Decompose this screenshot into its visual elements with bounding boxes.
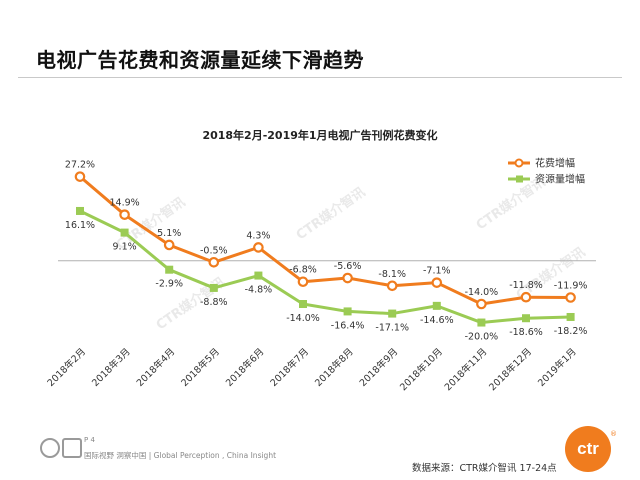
volume-point — [566, 312, 575, 321]
watermark-text: CTR媒介智讯 — [293, 184, 368, 243]
category-tick-label: 2018年5月 — [179, 346, 222, 389]
spend-value-label: -14.0% — [465, 287, 499, 298]
spend-point — [74, 171, 86, 182]
volume-point — [254, 271, 263, 280]
certification-badge-icon — [40, 438, 60, 458]
volume-value-label: 9.1% — [113, 242, 137, 253]
category-tick-label: 2018年7月 — [268, 346, 311, 389]
volume-point — [209, 283, 218, 292]
footer-slogan: 国际视野 洞察中国 | Global Perception , China In… — [84, 451, 277, 460]
volume-point — [432, 301, 441, 310]
volume-point — [76, 206, 84, 215]
series-layer — [74, 171, 576, 327]
spend-point — [565, 292, 576, 303]
volume-point — [388, 309, 397, 318]
spend-series-line — [79, 175, 571, 306]
spend-value-label: 27.2% — [65, 160, 95, 171]
page-number: P 4 — [84, 436, 95, 444]
category-tick-label: 2018年6月 — [223, 346, 266, 389]
spend-value-label: -0.5% — [200, 245, 228, 256]
data-source-note: 数据来源：CTR媒介智讯 17-24点 — [412, 463, 557, 474]
volume-value-label: -18.6% — [509, 327, 543, 338]
certification-badges — [40, 436, 84, 462]
legend-volume-marker — [516, 175, 523, 183]
spend-value-label: -5.6% — [334, 261, 362, 272]
title-divider — [18, 77, 622, 78]
volume-point — [299, 300, 307, 308]
spend-point — [208, 256, 220, 268]
category-axis: 2018年2月 2018年3月 2018年4月 2018年5月 2018年6月 2018年… — [45, 346, 579, 394]
volume-value-label: -4.8% — [245, 285, 273, 296]
slide-title: 电视广告花费和资源量延续下滑趋势 — [36, 48, 364, 72]
spend-value-label: -8.1% — [378, 269, 406, 280]
registered-mark: ® — [610, 430, 617, 438]
quality-badge-icon — [62, 438, 82, 458]
volume-value-label: -14.6% — [420, 315, 454, 326]
category-tick-label: 2018年2月 — [45, 346, 88, 389]
volume-point — [343, 307, 352, 316]
volume-value-label: -8.8% — [200, 297, 228, 308]
volume-series-line — [79, 209, 571, 325]
spend-value-label: -6.8% — [289, 265, 317, 276]
spend-point — [431, 277, 443, 288]
legend-volume-label: 资源量增幅 — [535, 173, 585, 186]
volume-point — [165, 265, 174, 274]
volume-value-label: -17.1% — [375, 323, 409, 334]
category-tick-label: 2018年10月 — [397, 346, 445, 394]
spend-point — [342, 272, 353, 284]
spend-value-label: 5.1% — [157, 228, 181, 239]
volume-value-label: -2.9% — [155, 279, 183, 290]
spend-point — [163, 239, 175, 251]
volume-value-label: 16.1% — [65, 220, 95, 231]
category-tick-label: 2018年8月 — [312, 346, 355, 389]
spend-value-label: 4.3% — [246, 230, 270, 241]
chart-title: 2018年2月-2019年1月电视广告刊例花费变化 — [202, 128, 437, 142]
category-tick-label: 2018年4月 — [134, 346, 177, 389]
category-tick-label: 2018年12月 — [487, 346, 535, 394]
legend-spend-label: 花费增幅 — [535, 157, 575, 170]
category-tick-label: 2018年3月 — [89, 346, 132, 389]
spend-value-label: -7.1% — [423, 266, 451, 277]
value-label-layer: 27.2% 14.9% 5.1% -0.5% 4.3% -6.8% -5.6% -8.1% -7… — [65, 160, 587, 343]
legend-spend-marker — [514, 158, 524, 168]
volume-value-label: -16.4% — [331, 320, 365, 331]
volume-value-label: -20.0% — [465, 332, 499, 343]
volume-point — [522, 314, 530, 323]
spend-value-label: -11.8% — [509, 280, 543, 291]
spend-value-label: -11.9% — [554, 281, 588, 292]
spend-point — [520, 291, 532, 303]
category-tick-label: 2018年9月 — [357, 346, 400, 389]
volume-point — [477, 318, 486, 327]
category-tick-label: 2019年1月 — [535, 346, 578, 389]
spend-point — [386, 280, 398, 292]
spend-value-label: 14.9% — [110, 198, 140, 209]
spend-point — [119, 209, 130, 220]
volume-value-label: -14.0% — [286, 313, 320, 324]
spend-point — [253, 242, 264, 253]
volume-value-label: -18.2% — [554, 326, 588, 337]
volume-point — [120, 228, 129, 237]
category-tick-label: 2018年11月 — [442, 346, 490, 394]
spend-point — [297, 276, 309, 288]
ctr-logo: ctr — [565, 426, 611, 472]
spend-point — [476, 298, 487, 310]
